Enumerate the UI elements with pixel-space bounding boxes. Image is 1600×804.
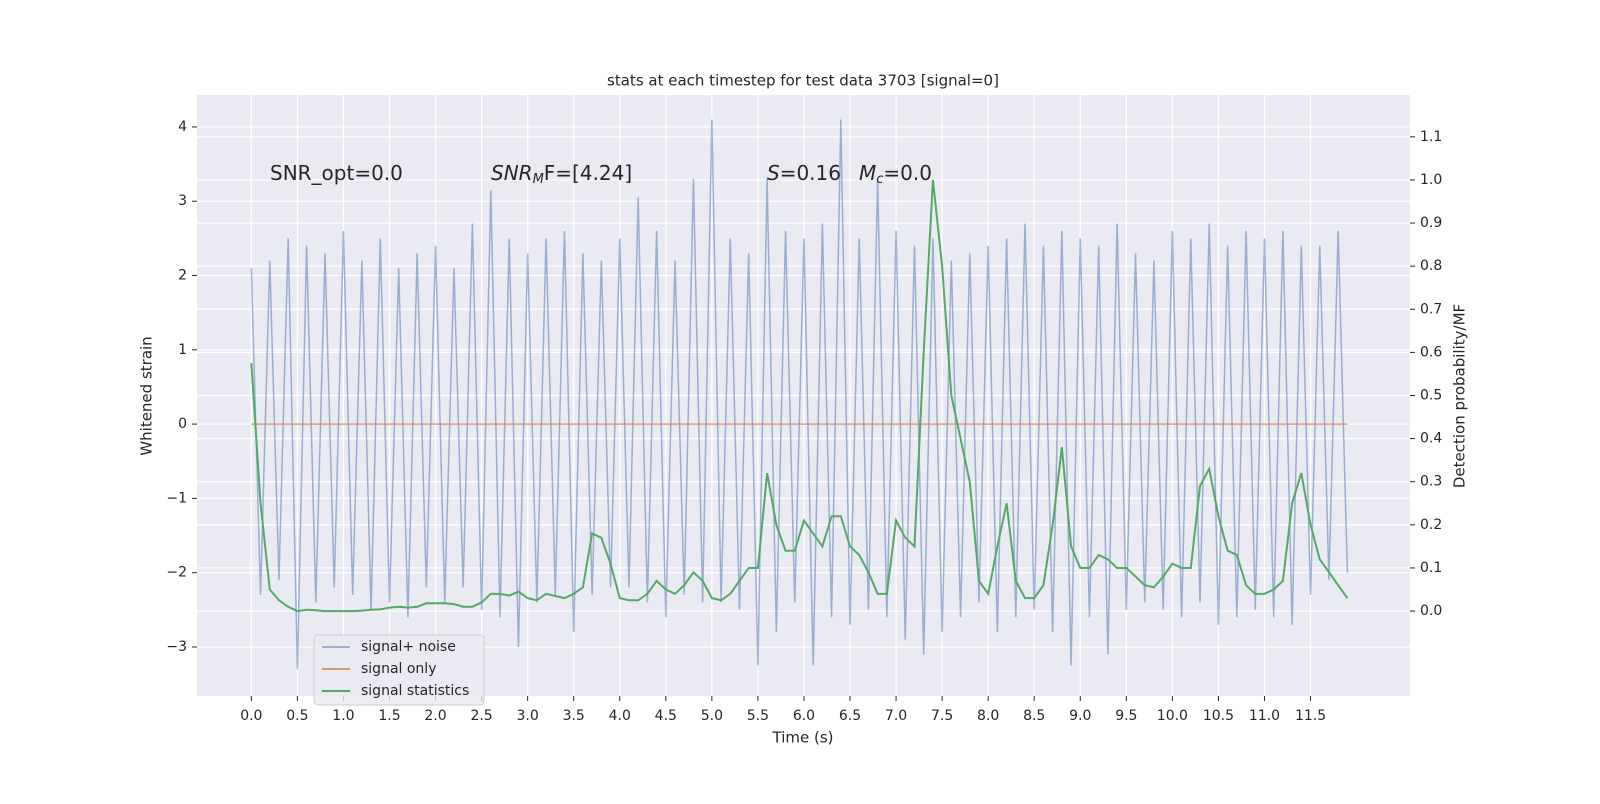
x-tick-label: 1.0	[332, 708, 354, 724]
x-tick-label: 9.5	[1115, 708, 1137, 724]
y2-tick-label: 0.5	[1420, 388, 1442, 404]
annotation: Mc=0.0	[859, 161, 932, 187]
x-tick-label: 4.0	[609, 708, 631, 724]
y-tick-label: 2	[178, 268, 187, 284]
y-tick-label: 3	[178, 193, 187, 209]
x-tick-label: 0.5	[286, 708, 308, 724]
y-tick-label: −3	[166, 639, 187, 655]
y2-tick-label: 0.0	[1420, 603, 1442, 619]
y2-tick-label: 0.9	[1420, 215, 1442, 231]
y-tick-label: 0	[178, 416, 187, 432]
chart-title: stats at each timestep for test data 370…	[607, 72, 999, 90]
legend-box	[313, 634, 485, 706]
x-tick-label: 11.0	[1249, 708, 1280, 724]
x-tick-label: 8.0	[977, 708, 999, 724]
y2-tick-label: 0.2	[1420, 517, 1442, 533]
y2-tick-label: 1.0	[1420, 172, 1442, 188]
y-tick-label: 1	[178, 342, 187, 358]
x-tick-label: 11.5	[1295, 708, 1326, 724]
line-series	[250, 179, 1349, 613]
marks	[250, 119, 1349, 670]
annotation-sub: M	[533, 172, 544, 187]
annotation: SNRMF=[4.24]	[491, 161, 632, 187]
annotation-sub: c	[876, 172, 883, 187]
x-tick-label: 0.0	[240, 708, 262, 724]
x-tick-label: 4.5	[655, 708, 677, 724]
x-tick-label: 2.0	[424, 708, 446, 724]
annotation-text: SNR_opt=0.0	[270, 161, 403, 185]
annotation-text: =0.16	[780, 161, 841, 185]
x-tick-label: 6.0	[793, 708, 815, 724]
x-tick-label: 7.5	[931, 708, 953, 724]
x-tick-label: 2.5	[470, 708, 492, 724]
y2-tick-label: 0.7	[1420, 301, 1442, 317]
annotation: S=0.16	[767, 161, 841, 185]
y-tick-label: −2	[166, 565, 187, 581]
y-tick-label: −1	[166, 490, 187, 506]
x-tick-label: 3.5	[563, 708, 585, 724]
y2-tick-label: 0.8	[1420, 258, 1442, 274]
annotation-text: M	[859, 161, 876, 185]
x-tick-label: 10.0	[1157, 708, 1188, 724]
legend-label: signal only	[361, 661, 436, 677]
x-tick-label: 3.0	[517, 708, 539, 724]
legend: signal+ noise signal only signal statistic…	[313, 634, 485, 706]
x-tick-label: 10.5	[1203, 708, 1234, 724]
x-tick-label: 1.5	[378, 708, 400, 724]
y-axis-label: Whitened strain	[138, 336, 156, 455]
legend-label: signal statistics	[361, 683, 469, 699]
annotation-text: F=[4.24]	[544, 161, 632, 185]
y2-tick-label: 0.4	[1420, 431, 1442, 447]
y2-tick-label: 0.3	[1420, 474, 1442, 490]
x-tick-label: 8.5	[1023, 708, 1045, 724]
annotation-text: SNR	[491, 161, 533, 185]
x-tick-label: 5.0	[701, 708, 723, 724]
x-tick-label: 5.5	[747, 708, 769, 724]
y2-tick-label: 0.1	[1420, 560, 1442, 576]
annotation-text: =0.0	[883, 161, 932, 185]
annotation: SNR_opt=0.0	[270, 161, 403, 185]
annotation-text: S	[767, 161, 780, 185]
x-axis-label: Time (s)	[772, 729, 834, 747]
y2-axis-label: Detection probability/MF	[1451, 304, 1469, 488]
y-tick-label: 4	[178, 119, 187, 135]
legend-label: signal+ noise	[361, 639, 456, 655]
y2-tick-label: 1.1	[1420, 129, 1442, 145]
x-tick-label: 6.5	[839, 708, 861, 724]
x-tick-label: 9.0	[1069, 708, 1091, 724]
line-series	[250, 119, 1349, 670]
y2-tick-label: 0.6	[1420, 344, 1442, 360]
axes: 0.0 0.5 1.0 1.5 2.0 2.5 3.0 3.5 4.0 4.5 5.0 5.5 6.0 6…	[166, 119, 1442, 724]
x-tick-label: 7.0	[885, 708, 907, 724]
